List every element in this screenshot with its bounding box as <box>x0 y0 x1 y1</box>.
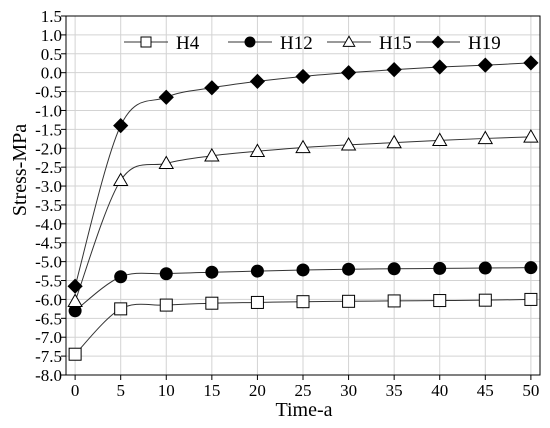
y-tick-label: 0.0 <box>41 64 62 83</box>
data-point-h4 <box>342 294 356 308</box>
data-point-h15 <box>67 293 83 307</box>
data-point-h15 <box>204 147 220 162</box>
x-tick-label: 35 <box>386 381 403 400</box>
data-point-h12 <box>159 267 173 281</box>
data-point-h4 <box>433 294 447 308</box>
data-point-h19 <box>432 59 448 75</box>
x-tick-label: 50 <box>522 381 539 400</box>
data-point-h4 <box>205 296 219 310</box>
y-tick-label: -1.5 <box>35 120 62 139</box>
y-tick-label: -7.0 <box>35 328 62 347</box>
y-tick-label: -6.0 <box>35 290 62 309</box>
data-point-h12 <box>342 262 356 276</box>
data-point-h15 <box>431 132 448 147</box>
x-tick-label: 5 <box>116 381 125 400</box>
legend: H4 H12 H15 H19 <box>124 33 501 54</box>
data-point-h12 <box>387 262 401 276</box>
data-point-h19 <box>204 80 220 96</box>
data-point-h19 <box>113 117 129 134</box>
legend-label-h15: H15 <box>379 33 412 54</box>
y-axis-title: Stress-MPa <box>9 124 31 216</box>
y-tick-label: -2.0 <box>35 139 62 158</box>
data-point-h4 <box>159 298 173 312</box>
plot-frame <box>65 15 541 376</box>
data-point-h12 <box>478 261 492 275</box>
data-point-h12 <box>296 263 310 277</box>
x-tick-label: 25 <box>295 381 312 400</box>
data-point-h19 <box>386 62 402 78</box>
data-point-h15 <box>249 143 266 157</box>
data-point-h4 <box>296 295 310 309</box>
y-tick-label: -1.0 <box>35 101 62 120</box>
y-tick-label: -0.5 <box>35 83 62 102</box>
data-point-h12 <box>524 261 538 275</box>
x-tick-label: 30 <box>340 381 357 400</box>
data-point-h19 <box>295 68 311 85</box>
axes: 0 5 10 15 20 25 30 35 40 45 50 1.51.00.50.0-0.5-1.0… <box>35 7 541 400</box>
y-tick-label: -6.5 <box>35 309 62 328</box>
y-tick-label: 1.5 <box>41 7 62 26</box>
data-point-h15 <box>112 172 129 187</box>
data-point-h19 <box>158 89 174 105</box>
data-point-h19 <box>340 65 357 81</box>
x-tick-label: 15 <box>203 381 220 400</box>
data-point-h4 <box>68 347 82 361</box>
data-point-h19 <box>477 57 493 73</box>
legend-marker-h12 <box>244 36 256 48</box>
data-point-h15 <box>523 129 539 143</box>
data-point-h19 <box>67 278 83 294</box>
data-point-h4 <box>250 295 264 309</box>
legend-marker-h19 <box>431 35 445 49</box>
series-markers <box>67 55 539 361</box>
data-point-h4 <box>524 292 538 306</box>
data-point-h15 <box>295 139 311 154</box>
x-axis-title: Time-a <box>275 399 332 421</box>
y-tick-label: -2.5 <box>35 158 62 177</box>
data-point-h19 <box>523 55 539 71</box>
data-point-h15 <box>386 134 402 149</box>
series-line-h15 <box>74 136 531 302</box>
data-point-h4 <box>114 302 128 316</box>
y-tick-label: -3.5 <box>35 196 62 215</box>
data-point-h15 <box>477 130 494 145</box>
data-point-h12 <box>250 264 264 278</box>
data-point-h12 <box>433 261 447 275</box>
x-tick-label: 10 <box>158 381 175 400</box>
y-tick-label: -4.0 <box>35 215 62 234</box>
data-point-h12 <box>114 270 128 284</box>
data-point-h15 <box>340 136 357 151</box>
data-point-h19 <box>249 73 266 89</box>
legend-label-h12: H12 <box>280 33 313 54</box>
legend-marker-h4 <box>140 36 152 48</box>
legend-label-h4: H4 <box>176 33 200 54</box>
legend-label-h19: H19 <box>468 33 501 54</box>
data-point-h4 <box>387 294 401 308</box>
x-tick-label: 0 <box>71 381 80 400</box>
data-point-h15 <box>158 155 175 170</box>
x-tick-label: 40 <box>431 381 448 400</box>
data-point-h12 <box>205 265 219 279</box>
series-line-h19 <box>74 62 531 287</box>
y-tick-label: -5.0 <box>35 253 62 272</box>
y-tick-label: -7.5 <box>35 347 62 366</box>
legend-marker-h15 <box>342 35 356 47</box>
y-tick-label: -3.0 <box>35 177 62 196</box>
y-tick-label: 0.5 <box>41 45 62 64</box>
y-tick-label: -8.0 <box>35 366 62 385</box>
y-tick-label: 1.0 <box>41 26 62 45</box>
y-tick-label: -5.5 <box>35 272 62 291</box>
x-tick-label: 20 <box>249 381 266 400</box>
data-point-h4 <box>478 293 492 307</box>
x-tick-label: 45 <box>477 381 494 400</box>
y-tick-label: -4.5 <box>35 234 62 253</box>
